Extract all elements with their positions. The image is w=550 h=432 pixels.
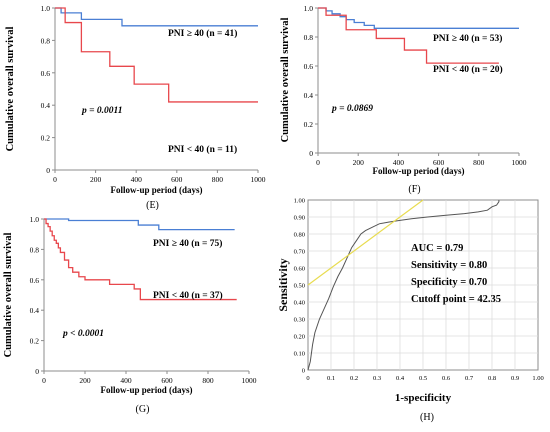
chart-e: 0 0.2 0.4 0.6 0.8 1.0 0 200 400 600 800 1000 Cumulat… — [5, 4, 266, 211]
y-tick-label: 0.8 — [304, 33, 314, 42]
x-tick-label: 200 — [353, 158, 365, 167]
chart-h: 00.100.200.300.400.500.600.700.800.901.0… — [276, 198, 544, 424]
y-tick-label: 0.4 — [30, 306, 40, 315]
y-tick-label: 0.70 — [294, 249, 305, 256]
x-tick-label: 400 — [120, 376, 132, 385]
x-axis-label: Follow-up period (days) — [110, 185, 202, 195]
y-tick-label: 0 — [46, 166, 50, 175]
y-tick-label: 0.10 — [294, 351, 305, 358]
legend-label-high: PNI ≥ 40 (n = 75) — [153, 238, 222, 249]
y-tick-label: 0.4 — [41, 101, 51, 110]
y-tick-label: 0.30 — [294, 317, 305, 324]
legend-label-high: PNI ≥ 40 (n = 41) — [168, 28, 237, 39]
panel-f: 0 0.2 0.4 0.6 0.8 1.0 0 200 400 600 800 1000 Cumulat… — [275, 0, 550, 210]
y-axis-label: Sensitivity — [276, 258, 290, 311]
y-tick-label: 0.90 — [294, 215, 305, 222]
x-tick-label: 800 — [473, 158, 485, 167]
panel-label: (F) — [408, 184, 420, 195]
x-tick-label: 800 — [212, 175, 224, 184]
roc-annotation: Sensitivity = 0.80 — [411, 260, 487, 271]
legend-label-low: PNI < 40 (n = 11) — [168, 144, 237, 155]
x-tick-label: 1000 — [251, 175, 266, 184]
km-curve-high — [44, 218, 235, 231]
x-tick-label: 0.9 — [511, 375, 519, 382]
y-tick-label: 0 — [35, 367, 39, 376]
y-axis-label: Cumulative overall survival — [3, 233, 14, 358]
panel-e: 0 0.2 0.4 0.6 0.8 1.0 0 200 400 600 800 1000 Cumulat… — [0, 0, 270, 211]
y-axis-label: Cumulative overall survival — [5, 27, 16, 152]
y-tick-label: 0.6 — [30, 276, 40, 285]
y-tick-label: 0.50 — [294, 283, 305, 290]
legend-label-low: PNI < 40 (n = 37) — [153, 290, 223, 301]
y-tick-label: 0.6 — [41, 69, 51, 78]
x-tick-label: 400 — [131, 175, 143, 184]
km-curve-low — [318, 7, 499, 64]
x-tick-label: 200 — [90, 175, 102, 184]
legend-label-high: PNI ≥ 40 (n = 53) — [433, 33, 502, 44]
y-tick-label: 0.60 — [294, 266, 305, 273]
roc-annotation: Cutoff point = 42.35 — [411, 294, 501, 305]
x-tick-label: 0.3 — [373, 375, 381, 382]
x-tick-label: 1000 — [242, 376, 257, 385]
roc-curve — [307, 200, 500, 371]
panel-label: (G) — [136, 404, 150, 415]
x-tick-label: 600 — [433, 158, 445, 167]
x-tick-label: 1000 — [512, 158, 527, 167]
y-tick-label: 0 — [302, 368, 305, 375]
x-tick-label: 0 — [316, 158, 320, 167]
x-tick-label: 600 — [171, 175, 183, 184]
x-tick-label: 1.00 — [532, 375, 543, 382]
x-tick-label: 0.1 — [327, 375, 335, 382]
y-tick-label: 0.40 — [294, 300, 305, 307]
x-tick-label: 400 — [393, 158, 405, 167]
x-tick-label: 0.5 — [419, 375, 427, 382]
x-tick-label: 600 — [161, 376, 173, 385]
cutoff-reference-line — [307, 199, 424, 286]
x-tick-label: 0.2 — [350, 375, 358, 382]
roc-annotation: Specificity = 0.70 — [411, 277, 487, 288]
y-tick-label: 0.4 — [304, 91, 314, 100]
km-curve-high — [318, 7, 519, 29]
y-tick-label: 1.0 — [41, 4, 51, 13]
y-tick-label: 0.2 — [304, 120, 314, 129]
roc-annotation: AUC = 0.79 — [411, 243, 463, 254]
p-value-annotation: p < 0.0001 — [62, 329, 104, 339]
x-tick-label: 0.4 — [396, 375, 405, 382]
y-tick-label: 1.0 — [30, 215, 40, 224]
y-tick-label: 0.8 — [30, 245, 40, 254]
panel-label: (E) — [146, 200, 159, 210]
legend-label-low: PNI < 40 (n = 20) — [433, 64, 503, 75]
x-tick-label: 0 — [42, 376, 46, 385]
km-curve-high — [55, 7, 258, 27]
y-axis-label: Cumulative overall survival — [280, 18, 291, 143]
chart-f: 0 0.2 0.4 0.6 0.8 1.0 0 200 400 600 800 1000 Cumulat… — [280, 4, 527, 195]
y-tick-label: 0.20 — [294, 334, 305, 341]
x-tick-label: 0 — [53, 175, 57, 184]
x-axis-label: Follow-up period (days) — [100, 385, 192, 395]
panel-h: 0 0.10 0.20 0.30 0.40 0.50 0.60 0.70 0.80 0.90 1.0… — [275, 190, 550, 427]
y-tick-label: 0.6 — [304, 62, 314, 71]
km-curve-low — [44, 218, 237, 301]
p-value-annotation: p = 0.0869 — [331, 104, 373, 114]
y-tick-label: 0.8 — [41, 36, 51, 45]
x-axis-label: 1-specificity — [395, 392, 452, 404]
y-tick-label: 1.00 — [294, 198, 305, 205]
km-curve-low — [55, 7, 258, 103]
y-tick-label: 0.2 — [41, 134, 51, 143]
x-tick-label: 0.8 — [488, 375, 496, 382]
y-tick-label: 0.80 — [294, 232, 305, 239]
panel-g: 0 0.2 0.4 0.6 0.8 1.0 0 200 400 600 800 1000 Cumulat… — [0, 210, 275, 427]
y-tick-label: 0 — [309, 149, 313, 158]
x-tick-label: 0 — [306, 375, 309, 382]
chart-g: 0 0.2 0.4 0.6 0.8 1.0 0 200 400 600 800 1000 Cumulat… — [3, 215, 257, 415]
p-value-annotation: p = 0.0011 — [81, 106, 123, 116]
panel-label: (H) — [420, 412, 434, 423]
x-tick-label: 800 — [202, 376, 214, 385]
x-tick-label: 0.7 — [465, 375, 474, 382]
x-tick-label: 200 — [79, 376, 91, 385]
y-tick-label: 1.0 — [304, 4, 314, 13]
x-axis-label: Follow-up period (days) — [372, 166, 464, 176]
y-tick-label: 0.2 — [30, 337, 40, 346]
x-tick-label: 0.6 — [442, 375, 451, 382]
